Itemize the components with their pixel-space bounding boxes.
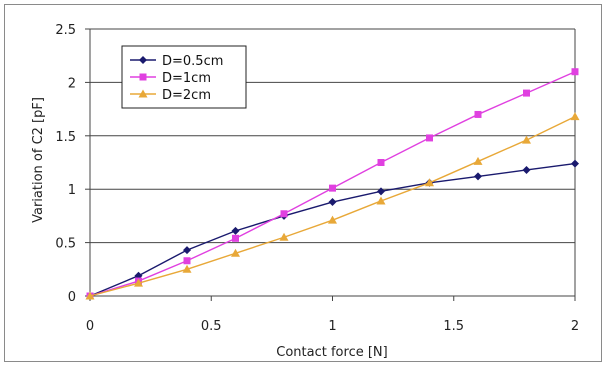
legend-label: D=0.5cm <box>162 54 223 69</box>
data-point <box>231 226 240 235</box>
data-point <box>328 198 337 207</box>
data-point <box>474 172 482 181</box>
data-point <box>232 234 239 242</box>
y-tick-label: 2 <box>68 76 76 91</box>
data-point <box>182 264 192 273</box>
data-point <box>377 159 385 166</box>
data-point <box>522 135 531 144</box>
x-tick-label: 0.5 <box>201 319 222 334</box>
data-point <box>231 248 240 257</box>
tick-labels: 0 0.5 1 1.5 2 2.5 0 0.5 1 1.5 2 <box>55 23 579 334</box>
legend-marker <box>139 73 147 81</box>
data-point <box>329 184 336 192</box>
series-layer <box>85 68 580 300</box>
series-0 <box>86 159 579 300</box>
data-point <box>522 165 531 174</box>
data-point <box>426 134 433 142</box>
data-point <box>571 159 579 168</box>
data-point <box>376 196 386 205</box>
legend-label: D=2cm <box>162 88 211 103</box>
legend-marker <box>139 56 147 64</box>
y-axis-title: Variation of C2 [pF] <box>31 97 46 223</box>
x-tick-label: 1.5 <box>443 319 464 334</box>
y-tick-label: 2.5 <box>55 23 76 38</box>
x-tick-label: 1 <box>328 319 336 334</box>
x-tick-label: 0 <box>86 319 94 334</box>
legend: D=0.5cm D=1cm D=2cm <box>121 45 247 109</box>
x-axis-title: Contact force [N] <box>276 345 387 360</box>
data-point <box>279 232 289 241</box>
data-point <box>474 110 482 118</box>
y-tick-label: 0 <box>68 290 76 305</box>
series-line <box>89 115 576 297</box>
series-2 <box>85 112 580 300</box>
legend-label: D=1cm <box>162 71 211 86</box>
data-point <box>377 187 385 196</box>
data-point <box>523 89 530 97</box>
data-point <box>183 257 191 265</box>
x-tick-label: 2 <box>571 319 579 334</box>
data-point <box>425 178 434 187</box>
data-point <box>328 215 337 224</box>
data-point <box>183 246 191 255</box>
y-tick-label: 1 <box>68 183 76 198</box>
y-tick-label: 1.5 <box>55 130 76 145</box>
data-point <box>280 210 288 218</box>
data-point <box>85 291 95 300</box>
chart-frame <box>4 4 602 362</box>
data-point <box>473 156 483 165</box>
legend-marker <box>138 89 148 98</box>
data-point <box>571 68 579 76</box>
data-point <box>134 278 143 287</box>
data-point <box>570 112 580 121</box>
y-tick-label: 0.5 <box>55 237 76 252</box>
